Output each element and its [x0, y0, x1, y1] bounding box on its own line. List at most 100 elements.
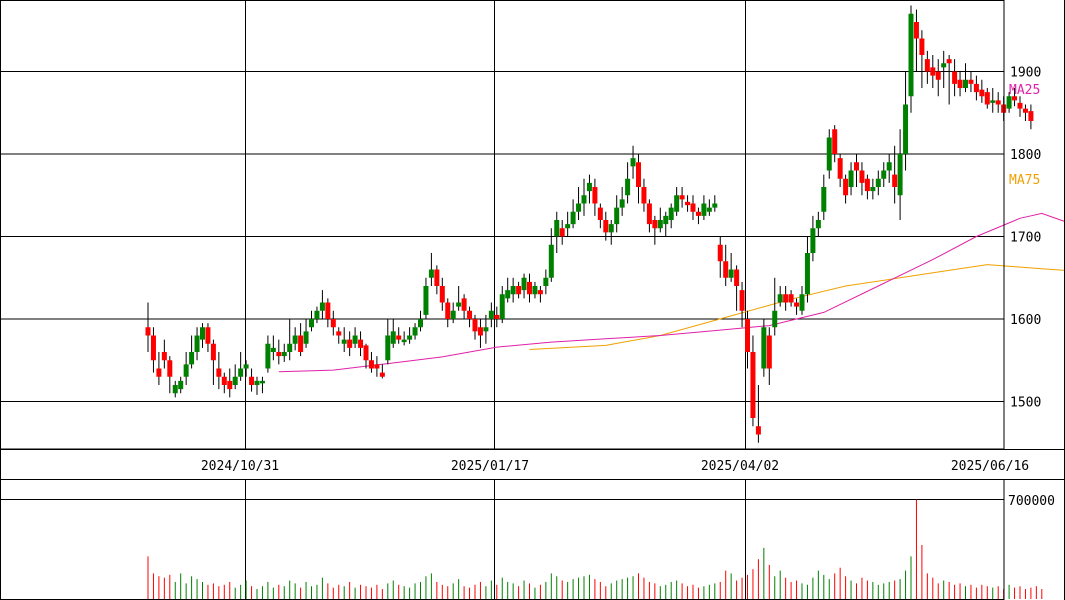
candle-body — [178, 380, 184, 390]
candle-body — [494, 314, 500, 319]
candle-body — [368, 360, 374, 369]
candle-body — [161, 352, 167, 361]
candle-body — [608, 224, 614, 233]
candle-body — [1017, 102, 1023, 109]
candle-body — [527, 281, 532, 295]
candle-body — [434, 269, 440, 286]
candle-body — [979, 89, 985, 97]
candle-body — [379, 372, 385, 377]
candle-body — [881, 170, 887, 179]
candle-body — [298, 335, 304, 352]
candle-body — [543, 277, 549, 286]
candle-body — [619, 199, 625, 208]
candle-body — [1006, 96, 1012, 109]
candle-body — [772, 310, 778, 328]
candle-body — [510, 286, 516, 295]
candle-body — [1012, 96, 1018, 101]
candle-body — [352, 335, 358, 344]
candle-body — [646, 203, 652, 225]
candle-body — [854, 162, 859, 171]
candle-body — [924, 59, 930, 72]
price-tick-label: 1500 — [1010, 396, 1041, 411]
candle-body — [216, 368, 222, 377]
candle-body — [412, 327, 418, 336]
candle-body — [445, 302, 451, 319]
volume-bars — [147, 499, 1043, 599]
candle-body — [390, 331, 396, 344]
candle-body — [701, 203, 707, 216]
candle-body — [418, 319, 423, 328]
candle-body — [657, 220, 663, 229]
candle-body — [935, 71, 941, 80]
candle-body — [450, 310, 456, 319]
candle-body — [766, 335, 772, 369]
price-panel-frame — [0, 0, 1005, 450]
candle-body — [565, 224, 571, 229]
ma75-legend: MA75 — [1009, 173, 1040, 188]
candle-body — [276, 352, 282, 357]
candle-body — [870, 187, 876, 192]
candle-body — [973, 83, 979, 93]
candle-body — [521, 277, 527, 291]
candle-body — [946, 59, 952, 64]
candle-body — [897, 154, 903, 196]
candle-body — [287, 343, 293, 352]
candle-body — [1022, 108, 1028, 113]
candle-body — [576, 203, 582, 212]
candle-body — [837, 158, 843, 179]
candle-body — [461, 298, 467, 311]
candle-body — [695, 211, 701, 216]
candle-body — [886, 162, 892, 171]
candle-body — [668, 207, 674, 220]
ma75-line — [529, 264, 1065, 350]
candle-body — [488, 310, 494, 319]
candle-body — [194, 335, 200, 352]
volume-scale-label: 700000 — [1008, 494, 1055, 509]
ma25-polyline — [278, 212, 1065, 373]
candle-body — [314, 310, 320, 319]
candle-body — [826, 137, 832, 171]
candle-body — [581, 195, 587, 204]
candle-body — [532, 286, 538, 295]
candle-body — [952, 71, 958, 84]
price-tick-label: 1900 — [1010, 66, 1041, 81]
candle-body — [603, 220, 609, 233]
candle-body — [270, 347, 276, 352]
candle-body — [156, 368, 162, 377]
candle-body — [941, 63, 947, 68]
candle-body — [864, 178, 870, 192]
candle-body — [919, 38, 925, 55]
candle-body — [913, 22, 919, 39]
candle-body — [832, 129, 838, 154]
candle-body — [586, 182, 592, 192]
candle-body — [641, 187, 647, 204]
candle-body — [243, 364, 249, 369]
candle-body — [755, 426, 761, 435]
candle-body — [995, 100, 1001, 105]
candle-body — [439, 286, 445, 303]
date-tick-label: 2024/10/31 — [201, 459, 279, 474]
date-tick-label: 2025/01/17 — [451, 459, 529, 474]
candle-body — [150, 335, 156, 361]
candle-body — [467, 310, 473, 319]
candle-body — [614, 207, 620, 225]
candle-body — [374, 364, 380, 369]
candle-body — [259, 380, 265, 384]
candle-body — [679, 195, 685, 200]
candle-body — [728, 269, 734, 278]
ma75-polyline — [529, 264, 1065, 350]
candle-body — [483, 327, 489, 332]
candle-body — [559, 228, 565, 237]
candle-body — [750, 352, 756, 418]
candle-body — [358, 339, 364, 348]
candle-body — [761, 327, 767, 369]
candle-body — [505, 290, 511, 299]
candle-body — [537, 290, 543, 295]
candle-body — [745, 319, 750, 352]
candle-body — [477, 327, 483, 336]
candle-body — [848, 170, 854, 187]
candle-body — [990, 100, 996, 103]
candle-body — [554, 220, 560, 237]
candle-body — [930, 67, 936, 76]
